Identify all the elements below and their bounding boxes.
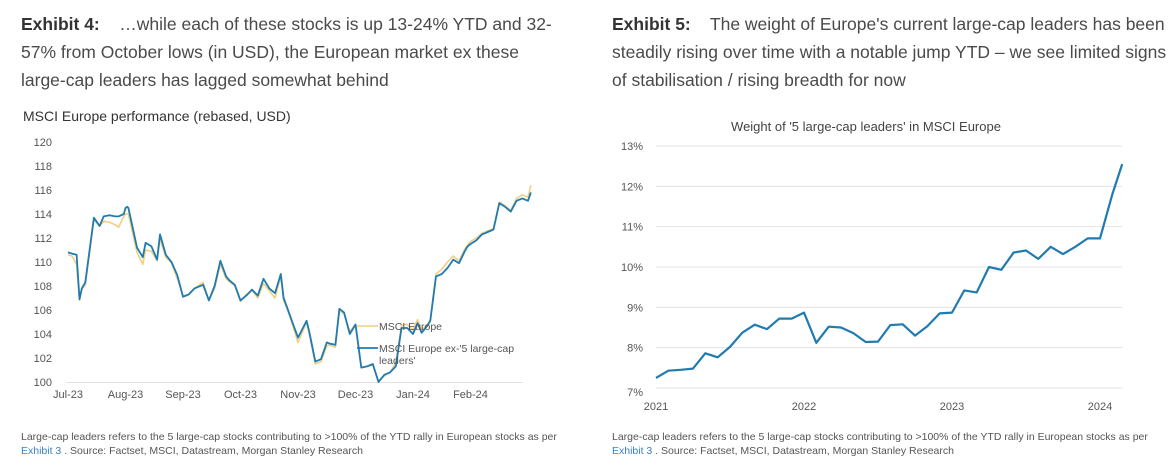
y-tick-label: 112 bbox=[34, 233, 52, 245]
chart2-gridlines bbox=[656, 145, 1122, 389]
x-tick-label: 2023 bbox=[940, 401, 964, 413]
y-tick-label: 102 bbox=[34, 353, 52, 365]
footnote-text: Large-cap leaders refers to the 5 large-… bbox=[612, 431, 1148, 443]
y-tick-label: 9% bbox=[627, 302, 643, 314]
chart2-title: Weight of '5 large-cap leaders' in MSCI … bbox=[731, 119, 1001, 134]
chart1-svg: 100 102 104 106 108 110 112 114 116 118 120 Jul-23… bbox=[34, 137, 532, 401]
x-tick-label: Oct-23 bbox=[224, 389, 257, 401]
series-weight-line bbox=[655, 163, 1124, 379]
y-tick-label: 10% bbox=[621, 262, 643, 274]
chart2-y-axis: 7% 8% 9% 10% 11% 12% 13% bbox=[621, 141, 643, 399]
x-tick-label: 2024 bbox=[1088, 401, 1112, 413]
x-tick-label: Jan-24 bbox=[396, 389, 430, 401]
x-tick-label: Nov-23 bbox=[280, 389, 315, 401]
exhibit4-title: …while each of these stocks is up 13-24%… bbox=[21, 14, 552, 90]
chart1-legend: MSCI Europe MSCI Europe ex-'5 large-cap … bbox=[357, 321, 517, 367]
exhibit5-heading: Exhibit 5: The weight of Europe's curren… bbox=[612, 10, 1167, 94]
y-tick-label: 13% bbox=[621, 141, 643, 153]
footnote-text: Large-cap leaders refers to the 5 large-… bbox=[21, 431, 557, 443]
chart2-x-axis: 2021 2022 2023 2024 bbox=[644, 401, 1112, 413]
x-tick-label: 2022 bbox=[792, 401, 816, 413]
x-tick-label: Feb-24 bbox=[453, 389, 488, 401]
y-tick-label: 118 bbox=[34, 161, 52, 173]
x-tick-label: Jul-23 bbox=[53, 389, 83, 401]
y-tick-label: 7% bbox=[627, 387, 643, 399]
legend-label-msci-europe-ex: MSCI Europe ex-'5 large-cap leaders' bbox=[379, 343, 517, 367]
exhibit5-title: The weight of Europe's current large-cap… bbox=[612, 14, 1167, 90]
footnote-source: . Source: Factset, MSCI, Datastream, Mor… bbox=[61, 445, 363, 457]
exhibit4-footnote: Large-cap leaders refers to the 5 large-… bbox=[21, 430, 561, 458]
y-tick-label: 8% bbox=[627, 343, 643, 355]
y-tick-label: 100 bbox=[34, 377, 52, 389]
exhibit4-label: Exhibit 4: bbox=[21, 14, 100, 34]
series-msci-europe-ex-leaders-line bbox=[67, 192, 532, 383]
chart1-y-axis: 100 102 104 106 108 110 112 114 116 118 120 bbox=[34, 137, 52, 389]
legend-label-msci-europe: MSCI Europe bbox=[379, 321, 442, 333]
y-tick-label: 108 bbox=[34, 281, 52, 293]
chart1-title: MSCI Europe performance (rebased, USD) bbox=[23, 108, 291, 124]
y-tick-label: 120 bbox=[34, 137, 52, 149]
x-tick-label: Sep-23 bbox=[165, 389, 200, 401]
footnote-source: . Source: Factset, MSCI, Datastream, Mor… bbox=[652, 445, 954, 457]
y-tick-label: 106 bbox=[34, 305, 52, 317]
exhibit5-label: Exhibit 5: bbox=[612, 14, 691, 34]
chart2-svg: Weight of '5 large-cap leaders' in MSCI … bbox=[621, 119, 1124, 413]
y-tick-label: 110 bbox=[34, 257, 52, 269]
exhibit4-heading: Exhibit 4: …while each of these stocks i… bbox=[21, 10, 566, 94]
exhibit3-link[interactable]: Exhibit 3 bbox=[612, 445, 653, 457]
y-tick-label: 116 bbox=[34, 185, 52, 197]
x-tick-label: Dec-23 bbox=[338, 389, 373, 401]
y-tick-label: 114 bbox=[34, 209, 52, 221]
chart1-x-axis: Jul-23 Aug-23 Sep-23 Oct-23 Nov-23 Dec-23 Jan-… bbox=[53, 389, 488, 401]
y-tick-label: 11% bbox=[622, 222, 643, 234]
exhibit3-link[interactable]: Exhibit 3 bbox=[21, 445, 62, 457]
exhibit5-footnote: Large-cap leaders refers to the 5 large-… bbox=[612, 430, 1152, 458]
y-tick-label: 12% bbox=[621, 181, 643, 193]
y-tick-label: 104 bbox=[34, 329, 52, 341]
x-tick-label: 2021 bbox=[644, 401, 668, 413]
x-tick-label: Aug-23 bbox=[108, 389, 143, 401]
